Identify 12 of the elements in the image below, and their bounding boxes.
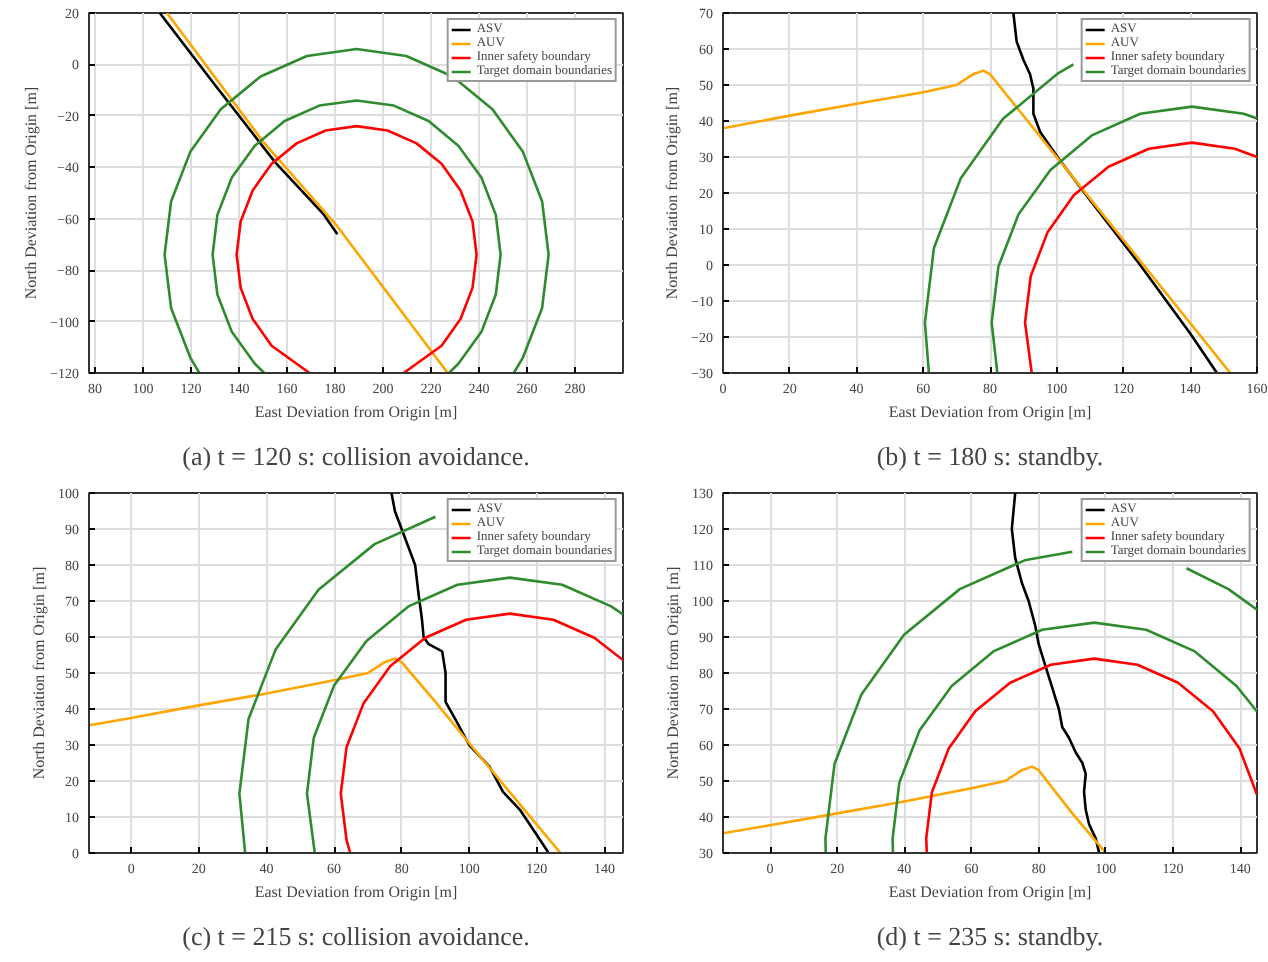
x-axis-title: East Deviation from Origin [m] bbox=[254, 403, 458, 421]
text: (a) t = 120 s: collision avoidance. bbox=[182, 441, 530, 471]
x-axis-title: East Deviation from Origin [m] bbox=[254, 883, 458, 901]
x-axis-title: East Deviation from Origin [m] bbox=[888, 883, 1092, 901]
x-axis-title: East Deviation from Origin [m] bbox=[888, 403, 1092, 421]
y-axis-title: North Deviation from Origin [m] bbox=[664, 566, 682, 780]
text: (d) t = 235 s: standby. bbox=[876, 921, 1104, 951]
y-axis-title: North Deviation from Origin [m] bbox=[22, 86, 41, 300]
y-axis-title: North Deviation from Origin [m] bbox=[30, 566, 48, 780]
y-axis-title: North Deviation from Origin [m] bbox=[663, 86, 682, 300]
text: (b) t = 180 s: standby. bbox=[876, 441, 1104, 471]
text: (c) t = 215 s: collision avoidance. bbox=[182, 921, 530, 951]
